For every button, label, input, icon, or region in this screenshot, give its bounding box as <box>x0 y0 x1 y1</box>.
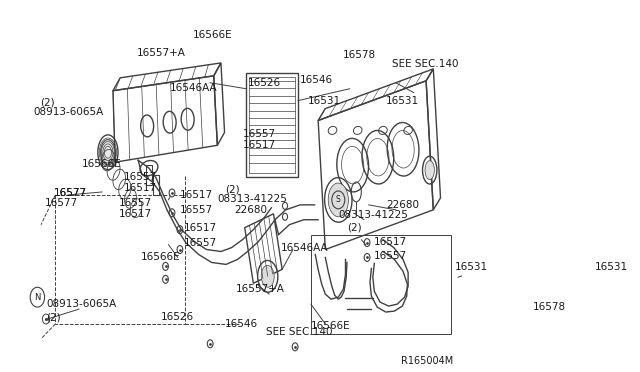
Text: 16517: 16517 <box>119 209 152 219</box>
Circle shape <box>163 262 168 270</box>
Text: 16557: 16557 <box>124 172 157 182</box>
Circle shape <box>282 202 287 209</box>
Text: 08913-6065A: 08913-6065A <box>34 107 104 117</box>
Text: 16526: 16526 <box>161 312 193 322</box>
Text: 16557: 16557 <box>119 198 152 208</box>
Text: 16577: 16577 <box>54 188 87 198</box>
Text: 16577: 16577 <box>54 188 87 198</box>
Text: (2): (2) <box>347 223 362 233</box>
Text: 16531: 16531 <box>595 262 628 272</box>
Text: 16546: 16546 <box>225 320 258 330</box>
Text: 16566E: 16566E <box>82 159 122 169</box>
Text: 16531: 16531 <box>386 96 419 106</box>
Text: 16531: 16531 <box>308 96 341 106</box>
Text: 08313-41225: 08313-41225 <box>339 210 408 220</box>
Text: 16557+A: 16557+A <box>138 48 186 58</box>
Text: (2): (2) <box>225 185 239 195</box>
Text: 16546AA: 16546AA <box>281 243 328 253</box>
Circle shape <box>207 340 213 348</box>
Text: R165004M: R165004M <box>401 356 454 366</box>
Text: 16517: 16517 <box>374 237 406 247</box>
Bar <box>311 235 451 334</box>
Text: 16557: 16557 <box>374 251 406 262</box>
Text: 08313-41225: 08313-41225 <box>217 194 287 204</box>
Text: SEE SEC.140: SEE SEC.140 <box>392 59 459 69</box>
Ellipse shape <box>100 140 115 165</box>
Text: (2): (2) <box>40 98 55 108</box>
Text: 08913-6065A: 08913-6065A <box>46 299 116 309</box>
Text: 16531: 16531 <box>455 262 488 272</box>
Ellipse shape <box>328 183 348 217</box>
Circle shape <box>177 226 183 234</box>
Text: 16546: 16546 <box>300 75 333 85</box>
Text: 16557: 16557 <box>180 205 213 215</box>
Circle shape <box>42 314 50 324</box>
Text: S: S <box>336 195 340 204</box>
Bar <box>249 77 295 173</box>
Circle shape <box>163 275 168 283</box>
Text: 16566E: 16566E <box>141 253 180 263</box>
Circle shape <box>292 343 298 351</box>
Ellipse shape <box>261 265 274 287</box>
Circle shape <box>169 189 175 197</box>
Text: 22680: 22680 <box>387 200 420 210</box>
Bar <box>246 73 298 177</box>
Text: 16517: 16517 <box>180 190 213 200</box>
Text: SEE SEC.140: SEE SEC.140 <box>266 327 333 337</box>
Circle shape <box>177 246 183 253</box>
Text: 16546AA: 16546AA <box>170 83 217 93</box>
Text: 16517: 16517 <box>124 183 157 193</box>
Circle shape <box>282 213 287 220</box>
Circle shape <box>364 238 370 247</box>
Text: 16557: 16557 <box>243 129 276 139</box>
Ellipse shape <box>425 161 435 180</box>
Text: 16578: 16578 <box>532 302 566 312</box>
Text: 16577: 16577 <box>45 198 78 208</box>
Bar <box>154 175 159 195</box>
Text: 16578: 16578 <box>342 50 376 60</box>
Text: 22680: 22680 <box>234 205 267 215</box>
Circle shape <box>364 253 370 262</box>
Text: 16566E: 16566E <box>193 30 232 40</box>
Text: 16557+A: 16557+A <box>236 284 284 294</box>
Text: 16526: 16526 <box>248 78 282 88</box>
Text: 16557: 16557 <box>184 238 217 248</box>
Bar <box>56 195 185 324</box>
Circle shape <box>169 209 175 217</box>
Bar <box>146 165 152 185</box>
Text: (2): (2) <box>46 312 61 322</box>
Text: N: N <box>34 293 40 302</box>
Text: 16566E: 16566E <box>311 321 351 331</box>
Text: 16517: 16517 <box>243 140 276 150</box>
Text: 16517: 16517 <box>184 223 217 233</box>
